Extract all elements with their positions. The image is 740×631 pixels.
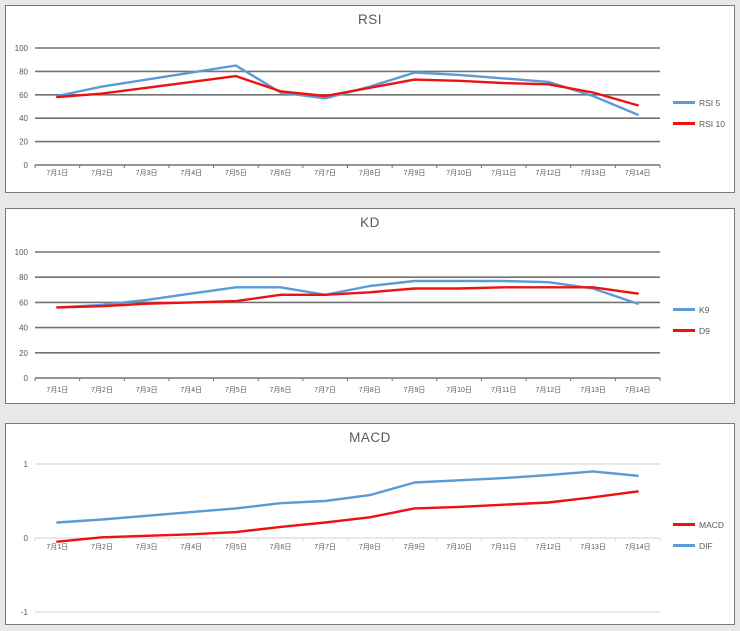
x-tick-label: 7月6日 <box>270 543 292 551</box>
x-tick-label: 7月6日 <box>270 386 292 394</box>
x-tick-label: 7月4日 <box>180 169 202 177</box>
macd-legend: MACD DIF <box>673 514 724 556</box>
x-tick-label: 7月9日 <box>404 169 426 177</box>
x-tick-label: 7月2日 <box>91 169 113 177</box>
macd-chart-panel[interactable]: MACD 1 0 -1 7月1日 7月2日 7月3日 7月4日 7月5日 7月6日 7月7日 7月8… <box>5 423 735 625</box>
kd-chart-panel[interactable]: KD 100 80 60 40 20 0 7月1日 7月2日 7月3日 7月4日 7月5日 7月6日 7… <box>5 208 735 404</box>
legend-swatch-k9 <box>673 308 695 311</box>
x-tick-label: 7月10日 <box>446 543 472 551</box>
y-tick-label: -1 <box>21 608 29 617</box>
series-line-rsi-5 <box>56 64 639 116</box>
legend-swatch-rsi-5 <box>673 101 695 104</box>
x-tick-label: 7月11日 <box>491 543 516 551</box>
y-tick-label: 0 <box>24 161 29 170</box>
rsi-chart-panel[interactable]: RSI 100 80 60 40 20 0 7月1日 7月2日 7月3日 7月4日 7月5日 7月6日… <box>5 5 735 193</box>
rsi-plot-area: 100 80 60 40 20 0 7月1日 7月2日 7月3日 7月4日 7月5日 7月6日 7月7日… <box>15 44 661 177</box>
x-tick-label: 7月7日 <box>314 386 336 394</box>
x-tick-label: 7月14日 <box>625 169 651 177</box>
x-tick-label: 7月11日 <box>491 169 516 177</box>
y-tick-label: 1 <box>24 460 29 469</box>
series-line-d9 <box>56 286 639 309</box>
legend-item-d9: D9 <box>673 320 710 341</box>
y-tick-label: 100 <box>15 248 29 257</box>
chart-title-rsi: RSI <box>357 12 382 27</box>
x-tick-label: 7月3日 <box>136 543 158 551</box>
x-tick-label: 7月1日 <box>46 543 68 551</box>
legend-item-k9: K9 <box>673 299 710 320</box>
kd-legend: K9 D9 <box>673 299 710 341</box>
x-tick-label: 7月6日 <box>270 169 292 177</box>
x-tick-label: 7月11日 <box>491 386 516 394</box>
legend-swatch-rsi-10 <box>673 122 695 125</box>
x-tick-label: 7月13日 <box>580 543 606 551</box>
x-tick-label: 7月9日 <box>404 386 426 394</box>
legend-item-dif: DIF <box>673 535 724 556</box>
x-tick-label: 7月1日 <box>46 386 68 394</box>
legend-swatch-dif <box>673 544 695 547</box>
y-tick-label: 40 <box>19 324 28 333</box>
series-line-rsi-10 <box>56 74 639 107</box>
y-tick-label: 80 <box>19 273 28 282</box>
x-tick-label: 7月12日 <box>536 543 562 551</box>
x-tick-label: 7月8日 <box>359 169 381 177</box>
legend-swatch-d9 <box>673 329 695 332</box>
legend-label: RSI 5 <box>699 97 721 108</box>
y-tick-label: 60 <box>19 91 28 100</box>
x-tick-label: 7月4日 <box>180 543 202 551</box>
legend-label: DIF <box>699 540 713 551</box>
legend-item-macd: MACD <box>673 514 724 535</box>
y-tick-label: 80 <box>19 67 28 76</box>
chart-title-macd: MACD <box>349 430 391 445</box>
x-tick-label: 7月8日 <box>359 543 381 551</box>
x-tick-label: 7月9日 <box>404 543 426 551</box>
kd-plot-area: 100 80 60 40 20 0 7月1日 7月2日 7月3日 7月4日 7月5日 7月6日 7月7日… <box>15 248 661 394</box>
series-line-dif <box>56 470 639 524</box>
y-tick-label: 100 <box>15 44 29 53</box>
rsi-legend: RSI 5 RSI 10 <box>673 92 725 134</box>
macd-plot-area: 1 0 -1 7月1日 7月2日 7月3日 7月4日 7月5日 7月6日 7月7日 7月8日 7月9日… <box>21 460 661 617</box>
y-tick-label: 40 <box>19 114 28 123</box>
series-line-macd <box>56 490 639 543</box>
y-tick-label: 0 <box>24 374 29 383</box>
x-tick-label: 7月10日 <box>446 169 472 177</box>
x-tick-label: 7月3日 <box>136 169 158 177</box>
x-tick-label: 7月13日 <box>580 169 606 177</box>
x-tick-label: 7月14日 <box>625 386 651 394</box>
x-tick-label: 7月2日 <box>91 543 113 551</box>
x-tick-label: 7月13日 <box>580 386 606 394</box>
legend-label: RSI 10 <box>699 118 725 129</box>
chart-title-kd: KD <box>360 215 380 230</box>
x-tick-label: 7月2日 <box>91 386 113 394</box>
legend-swatch-macd <box>673 523 695 526</box>
x-tick-label: 7月7日 <box>314 543 336 551</box>
x-tick-label: 7月4日 <box>180 386 202 394</box>
legend-label: D9 <box>699 325 710 336</box>
x-tick-label: 7月12日 <box>536 169 562 177</box>
series-line-k9 <box>56 279 639 309</box>
legend-item-rsi-5: RSI 5 <box>673 92 725 113</box>
y-tick-label: 20 <box>19 349 28 358</box>
x-tick-label: 7月14日 <box>625 543 651 551</box>
x-tick-label: 7月8日 <box>359 386 381 394</box>
x-tick-label: 7月1日 <box>46 169 68 177</box>
x-tick-label: 7月3日 <box>136 386 158 394</box>
y-tick-label: 20 <box>19 138 28 147</box>
legend-item-rsi-10: RSI 10 <box>673 113 725 134</box>
legend-label: K9 <box>699 304 710 315</box>
x-tick-label: 7月5日 <box>225 543 247 551</box>
x-tick-label: 7月5日 <box>225 169 247 177</box>
x-tick-label: 7月7日 <box>314 169 336 177</box>
x-tick-label: 7月10日 <box>446 386 472 394</box>
x-tick-label: 7月5日 <box>225 386 247 394</box>
y-tick-label: 0 <box>24 534 29 543</box>
x-tick-label: 7月12日 <box>536 386 562 394</box>
y-tick-label: 60 <box>19 298 28 307</box>
legend-label: MACD <box>699 519 725 530</box>
